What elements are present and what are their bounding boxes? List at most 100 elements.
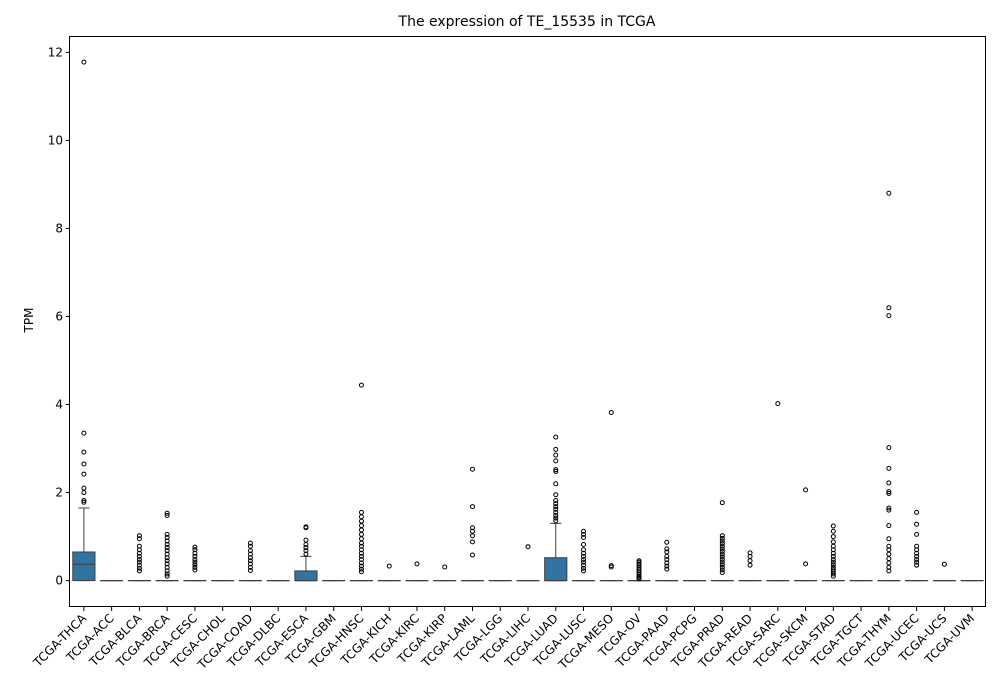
- outlier-point: [358, 527, 364, 533]
- box-body: [72, 551, 96, 582]
- outlier-point: [914, 556, 920, 562]
- outlier-point: [247, 555, 253, 561]
- outlier-point: [830, 550, 836, 556]
- outlier-point: [358, 518, 364, 524]
- outlier-point: [303, 551, 309, 557]
- outlier-point: [719, 554, 725, 560]
- outlier-point: [164, 568, 170, 574]
- outlier-point: [719, 559, 725, 565]
- outlier-point: [886, 489, 892, 495]
- outlier-point: [664, 546, 670, 552]
- outlier-point: [886, 480, 892, 486]
- outlier-point: [747, 562, 753, 568]
- outlier-point: [164, 510, 170, 516]
- outlier-point: [192, 562, 198, 568]
- outlier-point: [247, 564, 253, 570]
- outlier-point: [164, 531, 170, 537]
- outlier-point: [830, 571, 836, 577]
- outlier-point: [886, 507, 892, 513]
- outlier-point: [553, 452, 559, 458]
- outlier-point: [830, 539, 836, 545]
- outlier-point: [81, 499, 87, 505]
- outlier-point: [358, 569, 364, 575]
- box-tcga-thca: [72, 507, 96, 582]
- outlier-point: [192, 567, 198, 573]
- outlier-point: [608, 564, 614, 570]
- outlier-point: [553, 458, 559, 464]
- outlier-point: [664, 553, 670, 559]
- outlier-point: [469, 539, 475, 545]
- y-tick-label: 12: [48, 45, 63, 59]
- outlier-point: [81, 461, 87, 467]
- outlier-point: [719, 546, 725, 552]
- outlier-point: [830, 553, 836, 559]
- outlier-point: [581, 565, 587, 571]
- outlier-point: [358, 523, 364, 529]
- outlier-point: [581, 553, 587, 559]
- outlier-point: [164, 558, 170, 564]
- outlier-point: [81, 485, 87, 491]
- outlier-point: [81, 59, 87, 65]
- outlier-point: [830, 534, 836, 540]
- outlier-point: [914, 531, 920, 537]
- outlier-point: [136, 556, 142, 562]
- y-axis-label: TPM: [22, 308, 36, 334]
- outlier-point: [719, 538, 725, 544]
- outlier-point: [886, 551, 892, 557]
- outlier-point: [830, 528, 836, 534]
- outlier-point: [886, 505, 892, 511]
- outlier-point: [581, 562, 587, 568]
- outlier-point: [358, 540, 364, 546]
- outlier-point: [581, 556, 587, 562]
- outlier-point: [581, 541, 587, 547]
- outlier-point: [719, 500, 725, 506]
- outlier-point: [553, 501, 559, 507]
- outlier-point: [719, 541, 725, 547]
- outlier-point: [914, 509, 920, 515]
- outlier-point: [886, 305, 892, 311]
- outlier-point: [553, 512, 559, 518]
- outlier-point: [81, 471, 87, 477]
- outlier-point: [886, 190, 892, 196]
- outlier-point: [303, 541, 309, 547]
- outlier-point: [164, 512, 170, 518]
- outlier-point: [81, 449, 87, 455]
- outlier-point: [192, 550, 198, 556]
- outlier-point: [358, 531, 364, 537]
- outlier-point: [358, 382, 364, 388]
- outlier-point: [719, 570, 725, 576]
- outlier-point: [914, 562, 920, 568]
- outlier-point: [358, 553, 364, 559]
- outlier-point: [830, 562, 836, 568]
- outlier-point: [442, 564, 448, 570]
- outlier-point: [914, 550, 920, 556]
- box-body: [544, 557, 568, 582]
- outlier-point: [553, 518, 559, 524]
- outlier-point: [469, 504, 475, 510]
- outlier-point: [803, 561, 809, 567]
- outlier-point: [719, 562, 725, 568]
- outlier-point: [886, 568, 892, 574]
- outlier-point: [247, 540, 253, 546]
- outlier-point: [830, 559, 836, 565]
- outlier-point: [636, 576, 642, 582]
- outlier-point: [581, 531, 587, 537]
- outlier-point: [830, 556, 836, 562]
- outlier-point: [81, 497, 87, 503]
- outlier-point: [358, 560, 364, 566]
- outlier-point: [914, 559, 920, 565]
- outlier-point: [581, 559, 587, 565]
- outlier-point: [719, 567, 725, 573]
- outlier-point: [358, 566, 364, 572]
- outlier-point: [358, 514, 364, 520]
- chart-title: The expression of TE_15535 in TCGA: [398, 14, 656, 30]
- outlier-point: [358, 563, 364, 569]
- outlier-point: [719, 549, 725, 555]
- x-axis: TCGA-THCATCGA-ACCTCGA-BLCATCGA-BRCATCGA-…: [30, 607, 977, 672]
- outlier-point: [247, 567, 253, 573]
- outlier-point: [608, 409, 614, 415]
- outlier-point: [136, 562, 142, 568]
- y-tick-label: 10: [48, 133, 63, 147]
- outlier-point: [581, 550, 587, 556]
